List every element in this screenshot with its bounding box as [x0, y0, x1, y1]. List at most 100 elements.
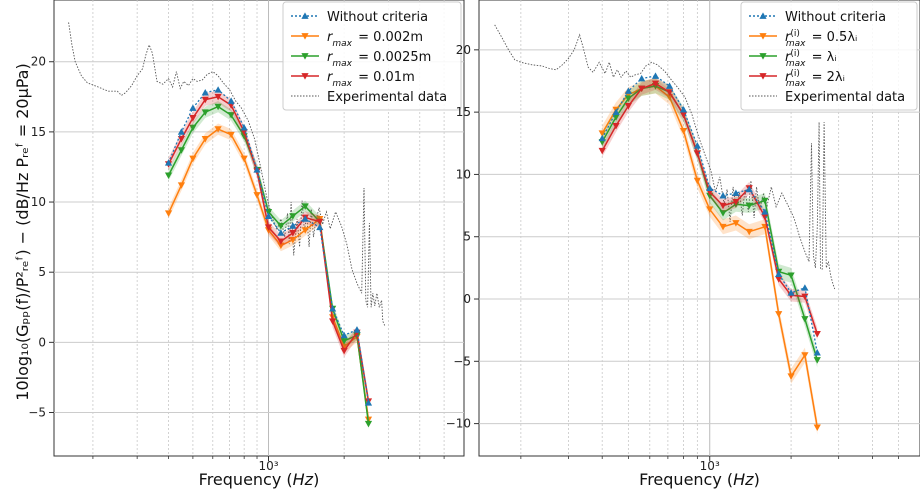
series-marker [289, 230, 297, 237]
series-marker [598, 147, 606, 155]
series-marker [201, 89, 209, 96]
y-tick-label: −10 [446, 417, 471, 431]
series-marker [775, 276, 783, 283]
series-marker [277, 229, 285, 236]
series-marker [761, 208, 769, 215]
series-marker [719, 202, 727, 210]
right-panel: 10³ −10 −5 0 5 10 15 20 Frequency (Hz) Without cr… [446, 0, 920, 489]
series-marker [227, 131, 235, 139]
series-marker [240, 124, 248, 131]
legend-swatch-marker [301, 33, 309, 40]
series-marker [289, 222, 297, 229]
series-marker [316, 223, 324, 231]
legend-swatch-marker [301, 73, 309, 80]
series-marker [612, 108, 620, 116]
series-marker [693, 177, 701, 185]
series-marker [289, 213, 297, 220]
series-marker [665, 89, 674, 96]
series-confidence-band [168, 90, 369, 408]
plot-area [494, 24, 836, 435]
series-marker [214, 126, 222, 133]
series-marker [732, 198, 740, 206]
legend-label: rmax = 0.002m [327, 30, 423, 49]
legend-label: rmax = 0.0025m [327, 50, 431, 69]
series-marker [801, 316, 809, 323]
y-tick-label: 15 [31, 125, 46, 139]
series-marker [775, 270, 783, 277]
series-marker [227, 97, 235, 104]
series-marker [201, 136, 209, 143]
y-tick-label: 20 [456, 43, 471, 57]
series-marker [189, 114, 197, 122]
series-marker [665, 82, 674, 89]
series-confidence-band [168, 101, 369, 430]
series-marker [612, 122, 620, 130]
series-marker [164, 159, 173, 166]
series-marker [787, 272, 795, 279]
series-marker [745, 202, 753, 210]
legend-swatch-marker [301, 12, 309, 19]
series-marker [301, 227, 309, 234]
series-marker [706, 206, 714, 213]
series-marker [227, 112, 235, 119]
y-tick-label: 10 [31, 195, 46, 209]
series-marker [787, 373, 795, 380]
series-marker [598, 130, 606, 137]
series-marker [264, 212, 273, 219]
series-marker [624, 95, 632, 103]
series-marker [745, 228, 753, 236]
left-panel: 10³ −5 0 5 10 15 20 Frequency (Hz) Without crite… [28, 0, 465, 489]
series-marker [340, 331, 348, 339]
y-tick-label: −5 [28, 406, 46, 420]
series-marker [801, 284, 809, 291]
series-marker [177, 128, 185, 135]
y-tick-label: 5 [38, 265, 46, 279]
series-marker [651, 72, 660, 79]
series-marker [353, 326, 361, 333]
series-marker [340, 338, 348, 345]
legend-box [282, 1, 462, 111]
series-marker [253, 192, 261, 199]
series-confidence-band [602, 78, 818, 368]
series-marker [329, 318, 337, 325]
series-marker [813, 331, 821, 338]
x-axis-label: Frequency (Hz) [199, 470, 320, 489]
series-marker [598, 134, 606, 142]
series-marker [214, 103, 222, 111]
series-marker [214, 86, 222, 93]
y-tick-label: 0 [463, 292, 471, 306]
series-marker [329, 305, 337, 312]
series-marker [240, 155, 248, 163]
x-tick-label: 10³ [700, 459, 720, 473]
y-tick-label: 0 [38, 335, 46, 349]
series-marker [638, 85, 646, 93]
series-marker [189, 124, 197, 132]
legend-swatch-marker [759, 53, 767, 60]
series-marker [732, 220, 740, 227]
series-marker [719, 192, 727, 199]
series-marker [340, 347, 348, 355]
legend-label: r(i) max = 0.5λᵢ [785, 29, 857, 49]
legend-swatch-marker [759, 73, 767, 80]
series-marker [813, 348, 821, 356]
legend-label: r(i) max = λᵢ [785, 49, 837, 69]
series-marker [813, 424, 821, 431]
series-marker [277, 242, 285, 250]
series-marker [240, 129, 248, 136]
series-marker [638, 74, 646, 82]
series-marker [679, 127, 688, 135]
series-marker [679, 106, 688, 113]
series-marker [761, 213, 769, 221]
series-marker [214, 93, 222, 101]
series-marker [253, 166, 261, 173]
y-tick-label: −5 [453, 354, 471, 368]
series-marker [240, 133, 248, 140]
series-marker [624, 103, 632, 110]
series-marker [201, 109, 209, 116]
series-marker [801, 293, 809, 301]
plot-area [68, 22, 386, 430]
series-marker [624, 87, 632, 94]
legend-label: Experimental data [785, 90, 905, 105]
